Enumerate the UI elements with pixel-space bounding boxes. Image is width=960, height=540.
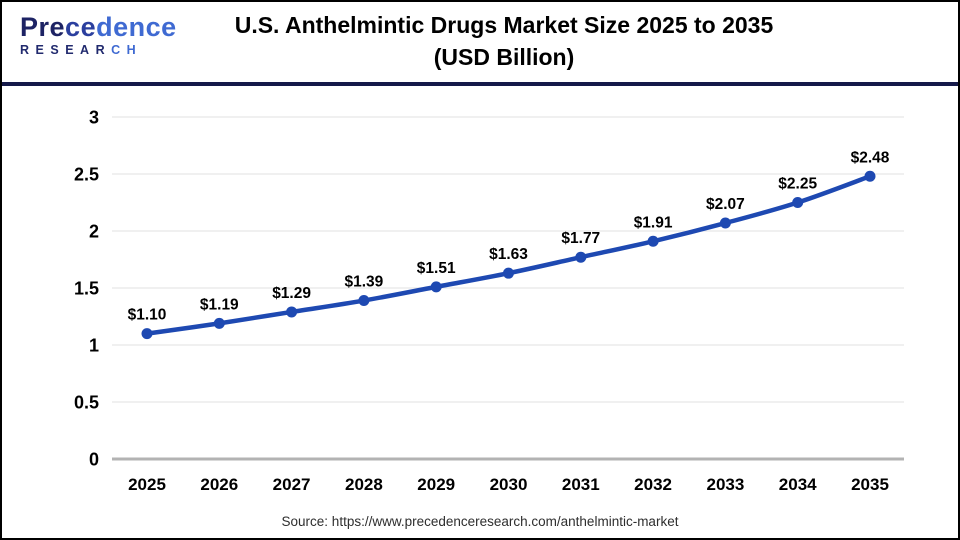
chart-svg: 0 0.5 1 1.5 2 2.5 3 2025 2026 2027 2028 2029 2030 203… bbox=[74, 108, 904, 494]
data-point bbox=[575, 251, 587, 263]
x-axis-tick-label: 2029 bbox=[417, 475, 455, 494]
data-point bbox=[792, 197, 804, 208]
chart-subtitle: (USD Billion) bbox=[433, 44, 575, 70]
x-axis-tick-label: 2030 bbox=[490, 475, 528, 494]
y-axis-tick-label: 0 bbox=[89, 450, 99, 470]
precedence-research-logo: Precedence RESEARCH bbox=[20, 14, 190, 57]
logo-wordmark: Precedence bbox=[20, 12, 177, 42]
x-axis-tick-label: 2033 bbox=[706, 475, 744, 494]
data-point-label: $1.63 bbox=[489, 246, 528, 263]
y-axis-tick-label: 1.5 bbox=[74, 279, 99, 299]
y-axis-tick-label: 2.5 bbox=[74, 165, 99, 185]
chart-area: 0 0.5 1 1.5 2 2.5 3 2025 2026 2027 2028 2029 2030 203… bbox=[2, 88, 958, 512]
x-axis-tick-label: 2028 bbox=[345, 475, 383, 494]
x-axis-tick-label: 2031 bbox=[562, 475, 600, 494]
data-point-label: $2.07 bbox=[706, 196, 745, 213]
data-point-label: $2.48 bbox=[851, 149, 890, 166]
x-axis-tick-label: 2025 bbox=[128, 475, 166, 494]
data-point-label: $1.29 bbox=[272, 285, 311, 302]
data-point bbox=[647, 235, 659, 247]
data-point bbox=[430, 281, 442, 293]
data-point bbox=[358, 295, 370, 307]
data-point bbox=[503, 267, 514, 279]
x-axis-tick-label: 2027 bbox=[273, 475, 311, 494]
x-axis-tick-label: 2034 bbox=[779, 475, 817, 494]
data-point bbox=[719, 217, 731, 229]
data-point bbox=[141, 328, 153, 340]
data-point-label: $1.51 bbox=[417, 260, 456, 277]
y-axis-tick-label: 0.5 bbox=[74, 393, 99, 413]
data-point-label: $1.39 bbox=[345, 274, 384, 291]
data-point bbox=[864, 170, 876, 182]
y-axis-tick-label: 2 bbox=[89, 222, 99, 242]
data-point-label: $1.10 bbox=[128, 307, 167, 324]
logo-subtitle: RESEARCH bbox=[20, 43, 143, 57]
data-point-label: $2.25 bbox=[778, 176, 817, 193]
data-point bbox=[213, 317, 225, 329]
x-axis-tick-label: 2032 bbox=[634, 475, 672, 494]
source-attribution: Source: https://www.precedenceresearch.c… bbox=[281, 514, 679, 529]
data-point bbox=[286, 306, 298, 318]
chart-title-block: U.S. Anthelmintic Drugs Market Size 2025… bbox=[2, 9, 958, 73]
x-axis-tick-label: 2026 bbox=[200, 475, 238, 494]
x-axis-tick-label: 2035 bbox=[851, 475, 889, 494]
y-axis-tick-label: 1 bbox=[89, 336, 99, 356]
header: Precedence RESEARCH U.S. Anthelmintic Dr… bbox=[2, 2, 958, 86]
data-point-label: $1.91 bbox=[634, 214, 673, 231]
data-point-label: $1.77 bbox=[561, 230, 600, 247]
y-axis-tick-label: 3 bbox=[89, 108, 99, 128]
data-point-label: $1.19 bbox=[200, 296, 239, 313]
chart-title: U.S. Anthelmintic Drugs Market Size 2025… bbox=[234, 12, 774, 38]
